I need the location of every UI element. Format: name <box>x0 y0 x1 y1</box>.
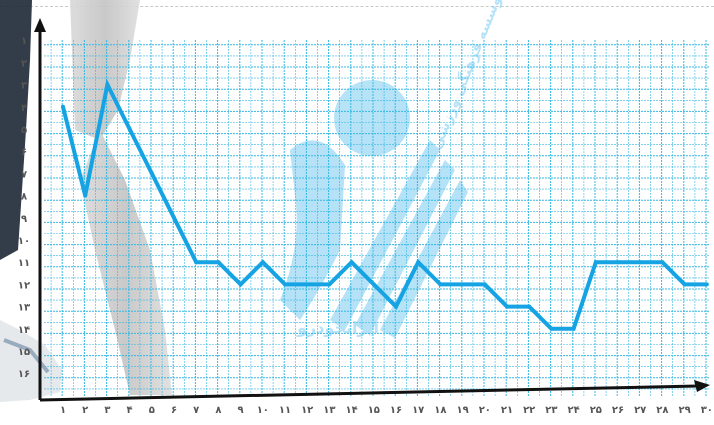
y-tick-label: ۱۴ <box>18 325 30 336</box>
x-tick-label: ۴ <box>127 405 133 416</box>
y-tick-label: ۴ <box>21 103 27 114</box>
runner-shin <box>80 130 172 395</box>
x-tick-label: ۲۷ <box>634 405 646 416</box>
y-tick-label: ۱۰ <box>18 236 30 247</box>
watermark-brand-text: ایرانخودرو <box>296 318 379 337</box>
data-point <box>616 260 620 265</box>
chart-axes <box>34 18 710 402</box>
y-tick-label: ۱۲ <box>18 280 30 291</box>
x-tick-label: ۲۶ <box>612 405 624 416</box>
data-point <box>194 260 199 265</box>
data-point <box>416 260 421 265</box>
x-axis-arrowhead <box>694 380 710 392</box>
data-point <box>305 282 310 287</box>
data-point <box>460 282 465 287</box>
top-border <box>0 6 714 7</box>
x-tick-label: ۲۲ <box>523 405 535 416</box>
runner-thigh <box>70 0 140 140</box>
x-tick-label: ۲۳ <box>545 405 557 416</box>
x-tick-label: ۳۰ <box>701 405 713 416</box>
data-point <box>394 304 398 309</box>
x-tick-label: ۲۴ <box>567 405 579 416</box>
y-tick-label: ۱۶ <box>18 369 30 380</box>
data-point <box>83 193 88 198</box>
x-axis-line <box>39 384 699 402</box>
background-runner-photo <box>0 0 172 402</box>
watermark-figure <box>280 140 345 320</box>
y-tick-label: ۱۳ <box>18 303 30 314</box>
chart-series <box>61 78 709 331</box>
x-tick-label: ۱۹ <box>456 405 468 416</box>
data-point <box>482 282 487 287</box>
x-tick-label: ۱۳ <box>323 405 335 416</box>
y-tick-label: ۹ <box>21 214 27 225</box>
x-tick-label: ۱۶ <box>390 405 402 416</box>
runner-shoe-stripe <box>3 338 50 374</box>
x-tick-labels: ۱ ۲ ۳ ۴ ۵ ۶ ۷ ۸ ۹ ۱۰ ۱۱ ۱۲ ۱۳ ۱۴ ۱۵ ۱۶ ۱۷ ۱۸ ۱۹ ۲۰ ۲۱ ۲۲ ۲۳ ۲۴ ۲… <box>60 405 713 416</box>
x-tick-label: ۵ <box>149 405 155 416</box>
data-point <box>260 260 265 265</box>
runner-shoe <box>0 320 62 402</box>
x-tick-label: ۱۷ <box>412 405 424 416</box>
x-tick-label: ۶ <box>171 405 177 416</box>
x-tick-label: ۲۸ <box>656 405 668 416</box>
x-tick-label: ۱۵ <box>368 405 380 416</box>
x-tick-label: ۲۱ <box>501 405 513 416</box>
data-point <box>638 260 643 265</box>
x-tick-label: ۷ <box>193 405 199 416</box>
x-tick-label: ۲۰ <box>479 405 491 416</box>
data-point <box>149 171 154 176</box>
data-point <box>371 282 376 287</box>
data-point <box>505 304 509 309</box>
runner-dark-leg <box>0 0 32 260</box>
y-axis-arrowhead <box>34 18 46 32</box>
x-tick-label: ۱ <box>60 405 66 416</box>
data-point <box>438 282 443 287</box>
y-tick-label: ۷ <box>21 169 27 180</box>
y-tick-label: ۱ <box>21 36 27 47</box>
data-point <box>549 326 554 331</box>
x-tick-label: ۱۸ <box>434 405 446 416</box>
data-point <box>327 282 332 287</box>
y-tick-label: ۱۱ <box>18 258 30 269</box>
data-point <box>704 282 709 287</box>
y-tick-label: ۱۵ <box>18 347 30 358</box>
x-tick-label: ۹ <box>238 405 244 416</box>
x-tick-label: ۱۰ <box>257 405 269 416</box>
data-point <box>172 215 176 220</box>
watermark-head <box>334 80 410 156</box>
x-tick-label: ۱۴ <box>345 405 357 416</box>
x-tick-label: ۲۹ <box>678 405 690 416</box>
series-line <box>61 78 707 331</box>
data-point <box>593 260 598 265</box>
x-tick-label: ۱۲ <box>301 405 313 416</box>
data-point <box>283 282 287 287</box>
y-tick-label: ۳ <box>21 81 27 92</box>
y-tick-label: ۲ <box>21 58 27 69</box>
y-tick-label: ۵ <box>21 125 27 136</box>
x-tick-label: ۲ <box>82 405 88 416</box>
data-point <box>660 260 665 265</box>
data-point <box>571 326 576 331</box>
data-point <box>527 304 532 309</box>
x-tick-label: ۳ <box>104 405 110 416</box>
chart-grid <box>44 40 710 396</box>
data-point <box>238 282 243 287</box>
x-tick-label: ۱۱ <box>279 405 291 416</box>
data-point <box>61 104 65 109</box>
watermark-stripes <box>330 140 468 338</box>
data-point <box>349 260 354 265</box>
data-point <box>682 282 687 287</box>
x-tick-label: ۲۵ <box>590 405 602 416</box>
data-point <box>127 127 132 131</box>
data-point <box>105 82 110 87</box>
y-tick-label: ۶ <box>21 147 27 158</box>
watermark-logo: موسسه فرهنگی ورزشی ایرانخودرو <box>280 0 508 338</box>
y-tick-label: ۸ <box>21 192 27 203</box>
x-tick-label: ۸ <box>215 405 221 416</box>
data-point <box>216 260 221 265</box>
